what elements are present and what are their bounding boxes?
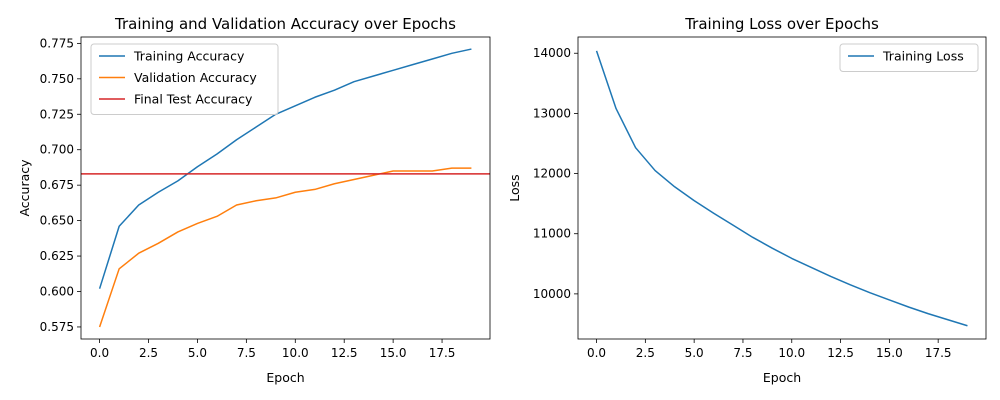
y-tick-label: 0.750 (40, 72, 74, 86)
y-axis-label: Accuracy (17, 159, 32, 217)
y-tick-label: 0.625 (40, 249, 74, 263)
x-tick-label: 10.0 (778, 346, 805, 360)
legend-box (839, 43, 979, 72)
x-tick-label: 0.0 (587, 346, 606, 360)
x-tick-label: 2.5 (139, 346, 158, 360)
chart-title: Training and Validation Accuracy over Ep… (114, 15, 456, 33)
legend-entry: Training Accuracy (133, 49, 245, 64)
x-tick-label: 15.0 (380, 346, 407, 360)
y-tick-label: 0.600 (40, 285, 74, 299)
y-tick-label: 0.675 (40, 178, 74, 192)
chart-panel-1: Training and Validation Accuracy over Ep… (17, 15, 491, 385)
plot-area (595, 50, 968, 327)
y-tick-label: 0.775 (40, 36, 74, 50)
x-tick-label: 12.5 (331, 346, 358, 360)
x-tick-label: 5.0 (188, 346, 207, 360)
legend: Training Loss (839, 43, 979, 72)
x-tick-label: 7.5 (237, 346, 256, 360)
y-tick-label: 0.575 (40, 320, 74, 334)
axes-frame (80, 36, 491, 340)
y-tick-label: 14000 (533, 46, 571, 60)
series-line-validation-accuracy (98, 167, 472, 328)
series-line-training-loss (595, 50, 968, 327)
x-tick-label: 17.5 (429, 346, 456, 360)
legend-entry: Final Test Accuracy (134, 92, 253, 107)
legend-entry: Training Loss (882, 49, 964, 64)
x-tick-label: 5.0 (685, 346, 704, 360)
y-tick-label: 0.725 (40, 107, 74, 121)
y-tick-label: 10000 (533, 287, 571, 301)
y-tick-label: 13000 (533, 106, 571, 120)
x-axis-label: Epoch (266, 370, 304, 385)
chart-title: Training Loss over Epochs (684, 15, 879, 33)
axes-frame (577, 36, 987, 340)
y-axis-label: Loss (507, 174, 522, 201)
x-tick-label: 2.5 (636, 346, 655, 360)
series-line-training-accuracy (98, 48, 472, 289)
y-tick-label: 0.700 (40, 143, 74, 157)
x-axis-label: Epoch (763, 370, 801, 385)
legend: Training Accuracy Validation Accuracy Fina… (90, 43, 279, 115)
x-tick-label: 7.5 (733, 346, 752, 360)
chart-panel-2: Training Loss over Epochs 0.0 2.5 5.0 7.5 10.… (507, 15, 987, 385)
legend-box (90, 43, 279, 115)
x-tick-label: 17.5 (925, 346, 952, 360)
x-tick-label: 10.0 (282, 346, 309, 360)
y-tick-label: 11000 (533, 227, 571, 241)
y-tick-label: 0.650 (40, 214, 74, 228)
legend-entry: Validation Accuracy (134, 70, 257, 85)
y-tick-label: 12000 (533, 167, 571, 181)
x-tick-label: 12.5 (827, 346, 854, 360)
plot-area (81, 48, 490, 328)
x-tick-label: 0.0 (90, 346, 109, 360)
x-tick-label: 15.0 (876, 346, 903, 360)
